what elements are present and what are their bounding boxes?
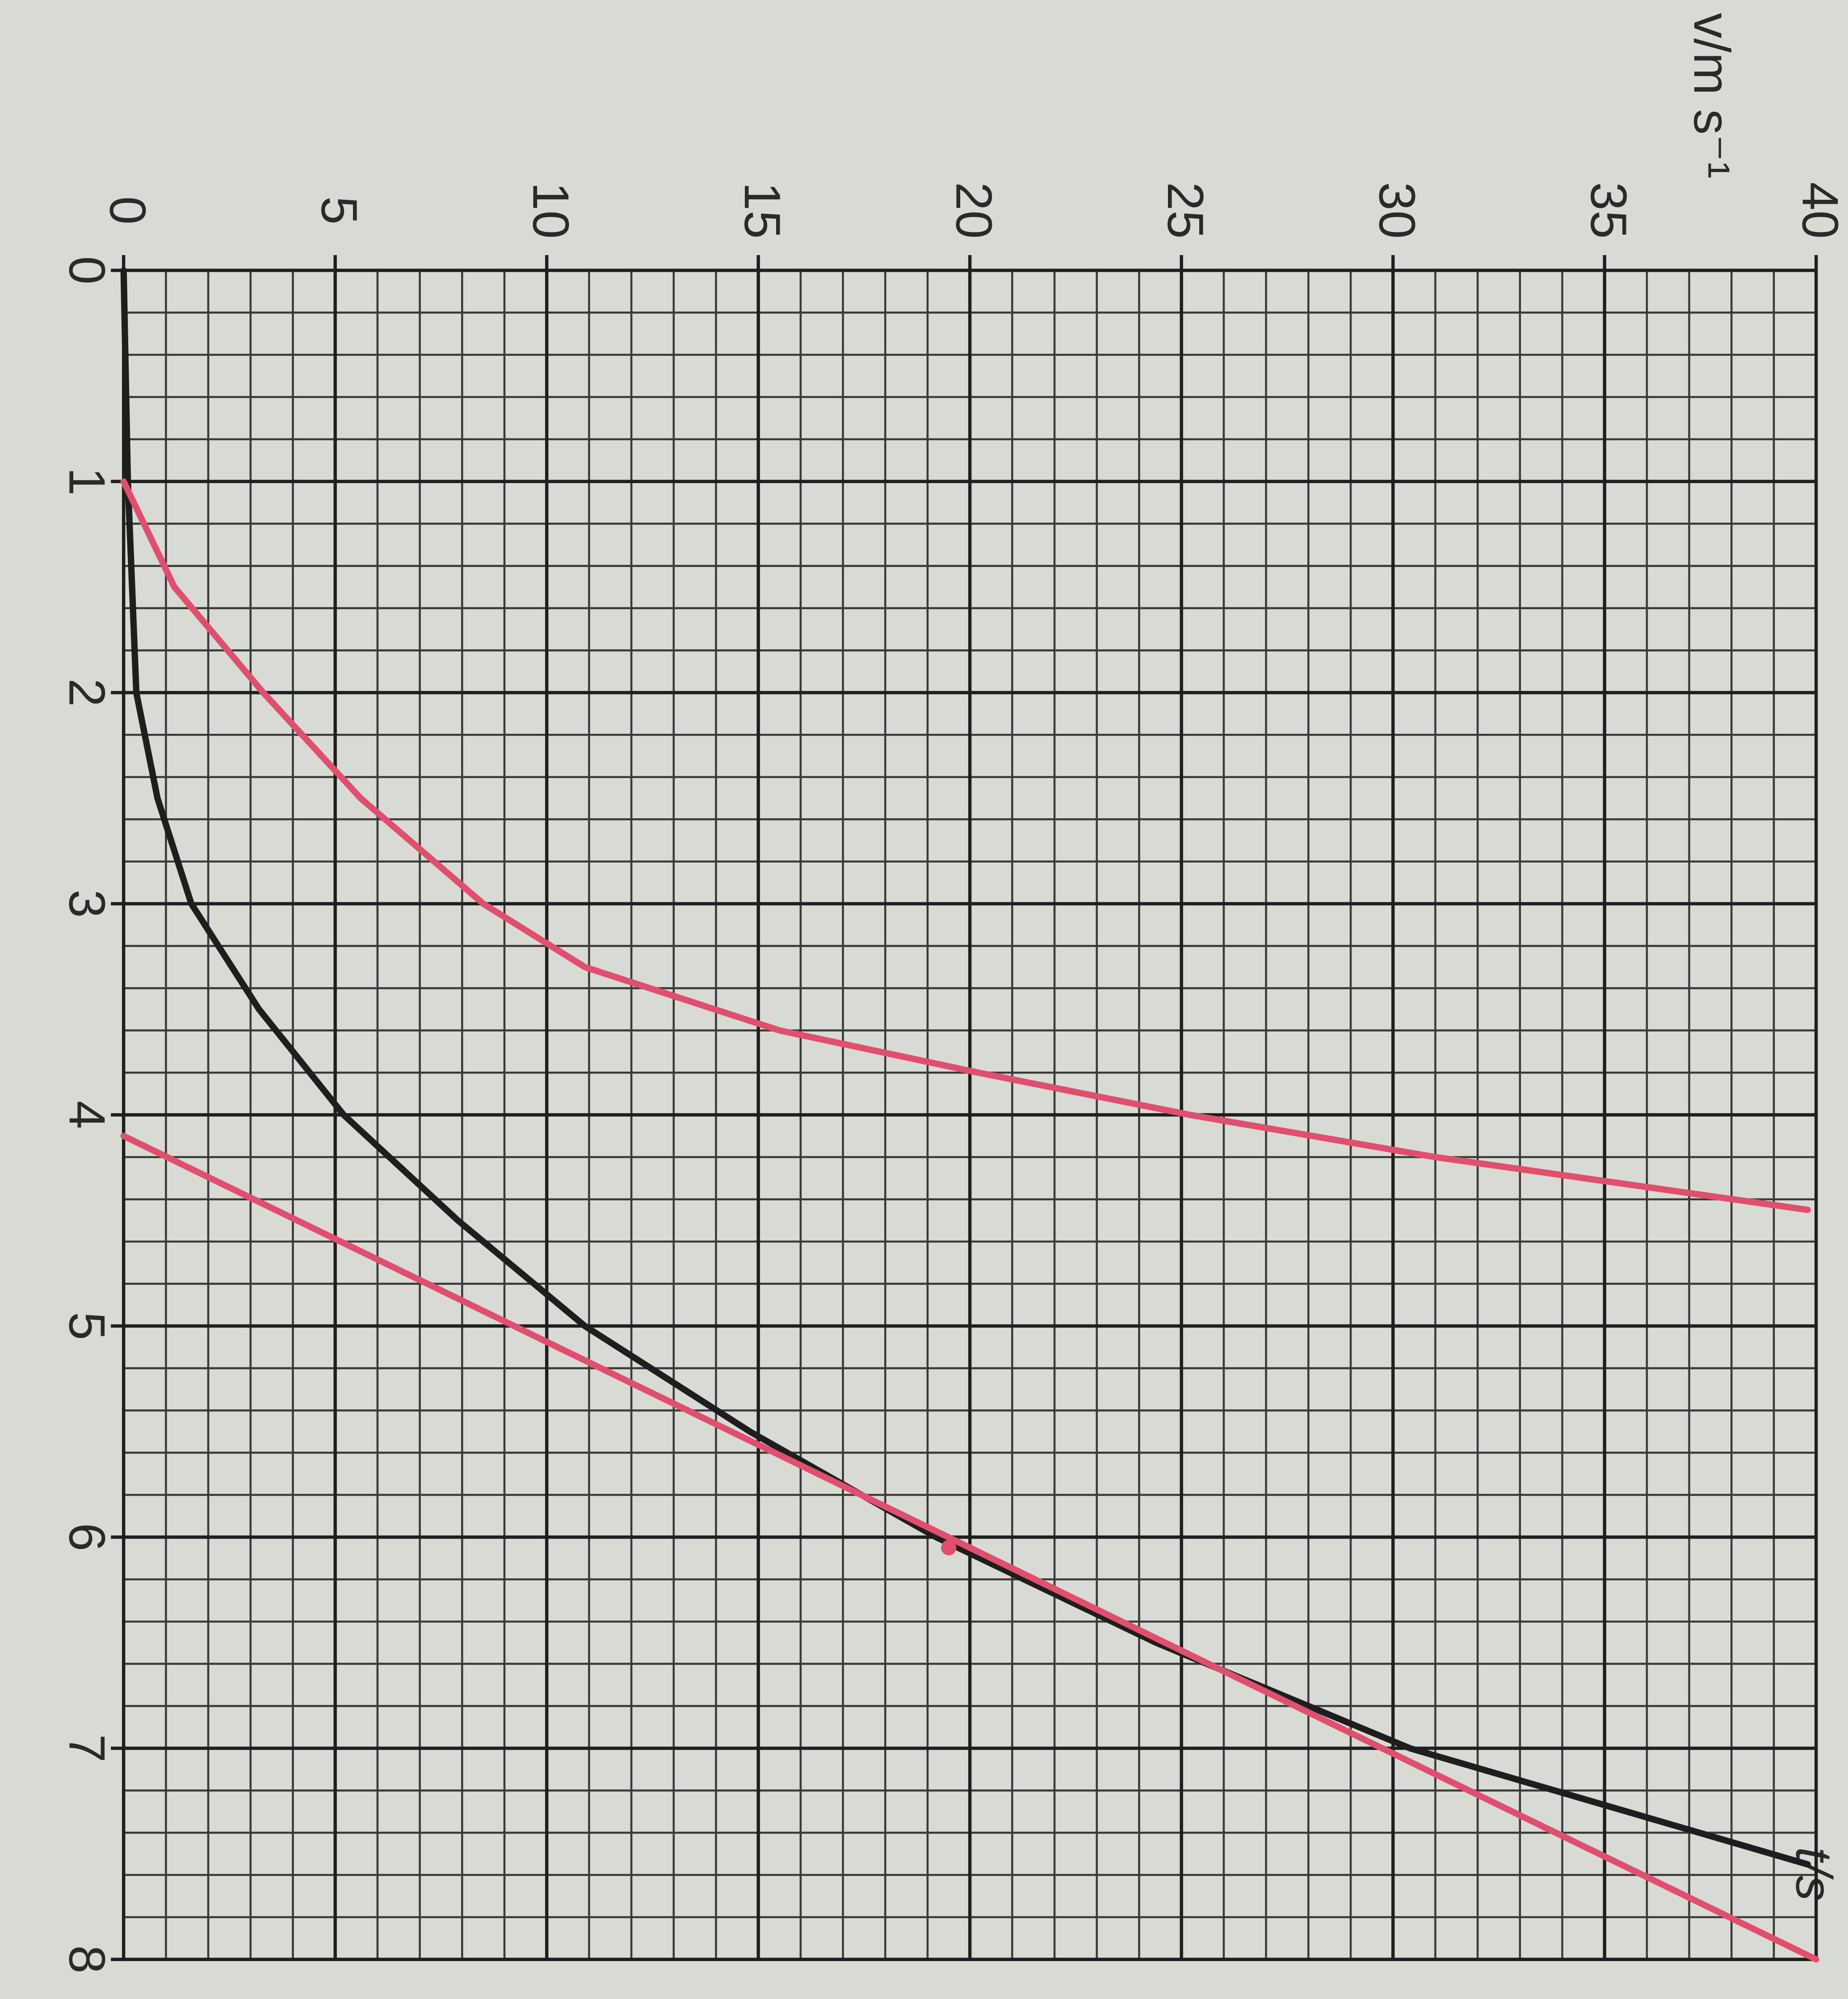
y-tick-label: 20 — [945, 182, 1002, 239]
y-tick-label: 40 — [1792, 182, 1848, 239]
y-tick-label: 35 — [1580, 182, 1637, 239]
x-tick-label: 6 — [58, 1523, 115, 1551]
page: {"chart_data": {"type": "line", "xlabel"… — [0, 0, 1848, 1999]
x-tick-label: 4 — [58, 1101, 115, 1129]
x-tick-label: 1 — [58, 467, 115, 496]
x-tick-label: 3 — [58, 889, 115, 917]
y-tick-label: 10 — [522, 182, 579, 239]
y-tick-label: 25 — [1157, 182, 1214, 239]
point — [941, 1540, 956, 1555]
x-tick-label: 8 — [58, 1945, 115, 1974]
x-tick-label: 0 — [58, 256, 115, 284]
x-tick-label: 5 — [58, 1312, 115, 1340]
paper — [0, 0, 1848, 1999]
x-tick-label: 7 — [58, 1734, 115, 1762]
y-tick-label: 15 — [734, 182, 790, 239]
chart: v/m s⁻¹ t/s 0123456780510152025303540 — [0, 0, 1848, 1999]
y-tick-label: 0 — [99, 196, 156, 224]
y-axis-title: v/m s⁻¹ — [1683, 13, 1740, 179]
y-tick-label: 5 — [311, 196, 367, 224]
x-tick-label: 2 — [58, 678, 115, 707]
y-tick-label: 30 — [1369, 182, 1425, 239]
